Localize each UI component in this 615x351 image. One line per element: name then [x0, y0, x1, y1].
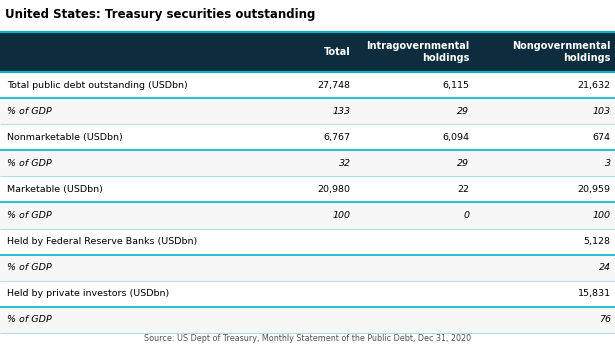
- Text: 3: 3: [605, 159, 611, 168]
- Text: Total public debt outstanding (USDbn): Total public debt outstanding (USDbn): [7, 80, 188, 90]
- Bar: [0, 177, 615, 203]
- Text: 0: 0: [463, 211, 469, 220]
- Bar: [0, 98, 615, 124]
- Text: United States: Treasury securities outstanding: United States: Treasury securities outst…: [5, 8, 315, 21]
- Text: Nonmarketable (USDbn): Nonmarketable (USDbn): [7, 133, 123, 142]
- Text: Marketable (USDbn): Marketable (USDbn): [7, 185, 103, 194]
- Text: 29: 29: [457, 159, 469, 168]
- Text: Held by private investors (USDbn): Held by private investors (USDbn): [7, 289, 170, 298]
- Text: 6,767: 6,767: [323, 133, 351, 142]
- Text: 27,748: 27,748: [317, 80, 351, 90]
- Bar: [0, 307, 615, 333]
- Text: 20,959: 20,959: [577, 185, 611, 194]
- Text: 22: 22: [457, 185, 469, 194]
- Text: 6,115: 6,115: [442, 80, 469, 90]
- Text: Total: Total: [324, 47, 351, 57]
- Text: 133: 133: [333, 107, 351, 115]
- Bar: [0, 281, 615, 307]
- Text: 100: 100: [593, 211, 611, 220]
- Bar: [0, 229, 615, 255]
- Text: Nongovernmental
holdings: Nongovernmental holdings: [512, 41, 611, 63]
- Text: 76: 76: [598, 316, 611, 324]
- Text: 103: 103: [593, 107, 611, 115]
- Text: % of GDP: % of GDP: [7, 159, 52, 168]
- Text: 20,980: 20,980: [317, 185, 351, 194]
- Text: 21,632: 21,632: [577, 80, 611, 90]
- Text: 24: 24: [598, 263, 611, 272]
- Text: 100: 100: [333, 211, 351, 220]
- Bar: [0, 32, 615, 72]
- Bar: [0, 203, 615, 229]
- Bar: [0, 72, 615, 98]
- Bar: [0, 124, 615, 150]
- Text: 29: 29: [457, 107, 469, 115]
- Text: % of GDP: % of GDP: [7, 316, 52, 324]
- Text: 674: 674: [593, 133, 611, 142]
- Text: % of GDP: % of GDP: [7, 211, 52, 220]
- Bar: [0, 150, 615, 177]
- Text: 15,831: 15,831: [577, 289, 611, 298]
- Text: Intragovernmental
holdings: Intragovernmental holdings: [366, 41, 469, 63]
- Text: 6,094: 6,094: [442, 133, 469, 142]
- Text: % of GDP: % of GDP: [7, 107, 52, 115]
- Bar: [0, 255, 615, 281]
- Text: 5,128: 5,128: [584, 237, 611, 246]
- Text: 32: 32: [338, 159, 351, 168]
- Text: Source: US Dept of Treasury, Monthly Statement of the Public Debt, Dec 31, 2020: Source: US Dept of Treasury, Monthly Sta…: [144, 334, 471, 343]
- Text: Held by Federal Reserve Banks (USDbn): Held by Federal Reserve Banks (USDbn): [7, 237, 197, 246]
- Text: % of GDP: % of GDP: [7, 263, 52, 272]
